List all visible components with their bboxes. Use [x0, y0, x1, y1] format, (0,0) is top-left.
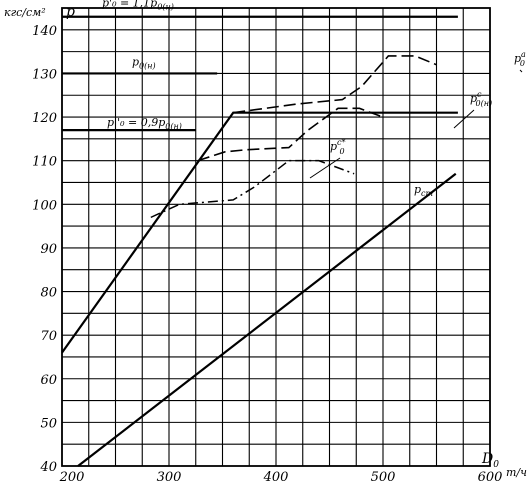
y-tick-label: 90	[40, 242, 57, 257]
plot-frame	[61, 7, 491, 467]
series	[61, 55, 458, 467]
x-axis-units: т/ч	[506, 466, 527, 479]
series-label: pст	[414, 183, 434, 198]
series-line	[233, 55, 437, 114]
x-tick-label: 600	[478, 470, 503, 485]
series-label-leader	[309, 157, 341, 179]
series-label: pc 0(н)	[470, 90, 492, 108]
y-tick-label: 40	[39, 460, 57, 475]
x-tick-label: 500	[371, 470, 396, 485]
y-tick-label: 70	[40, 329, 57, 344]
y-tick-label: 80	[40, 286, 57, 301]
y-tick-label: 100	[32, 198, 57, 213]
y-axis-units: кгс/см²	[4, 6, 46, 19]
series-line	[150, 159, 355, 219]
y-tick-label: 60	[40, 373, 57, 388]
series-labels: p'₀ = 1,1p0(н) p0(н) p''₀ = 0,9p0(н) pст pa 0…	[102, 0, 526, 198]
y-tick-label: 140	[32, 24, 57, 39]
y-axis-symbol: p	[66, 4, 75, 20]
x-tick-label: 400	[263, 470, 289, 485]
x-tick-label: 300	[157, 470, 182, 485]
y-tick-label: 110	[32, 155, 57, 170]
x-tick-label: 200	[59, 470, 85, 485]
series-line	[77, 172, 457, 467]
y-tick-label: 50	[40, 416, 57, 431]
x-axis-symbol: D0	[481, 451, 499, 470]
series-line	[61, 111, 458, 354]
reference-line-label: p0(н)	[132, 55, 156, 70]
tick-labels: 40 50 60 70 80 90 100 110 120 130 140 200 300 400 500 6…	[32, 24, 502, 485]
grid	[61, 7, 491, 467]
y-tick-label: 130	[32, 67, 57, 82]
y-tick-label: 120	[32, 111, 57, 126]
series-label: pc* 0	[330, 138, 346, 156]
series-label-leader	[519, 69, 523, 73]
reference-line-label: p'₀ = 1,1p0(н)	[102, 0, 174, 12]
reference-lines	[62, 15, 458, 132]
series-label-leader	[453, 109, 475, 129]
reference-line-label: p''₀ = 0,9p0(н)	[107, 116, 182, 131]
series-label: pa 0	[514, 50, 526, 68]
series-line	[197, 107, 384, 162]
